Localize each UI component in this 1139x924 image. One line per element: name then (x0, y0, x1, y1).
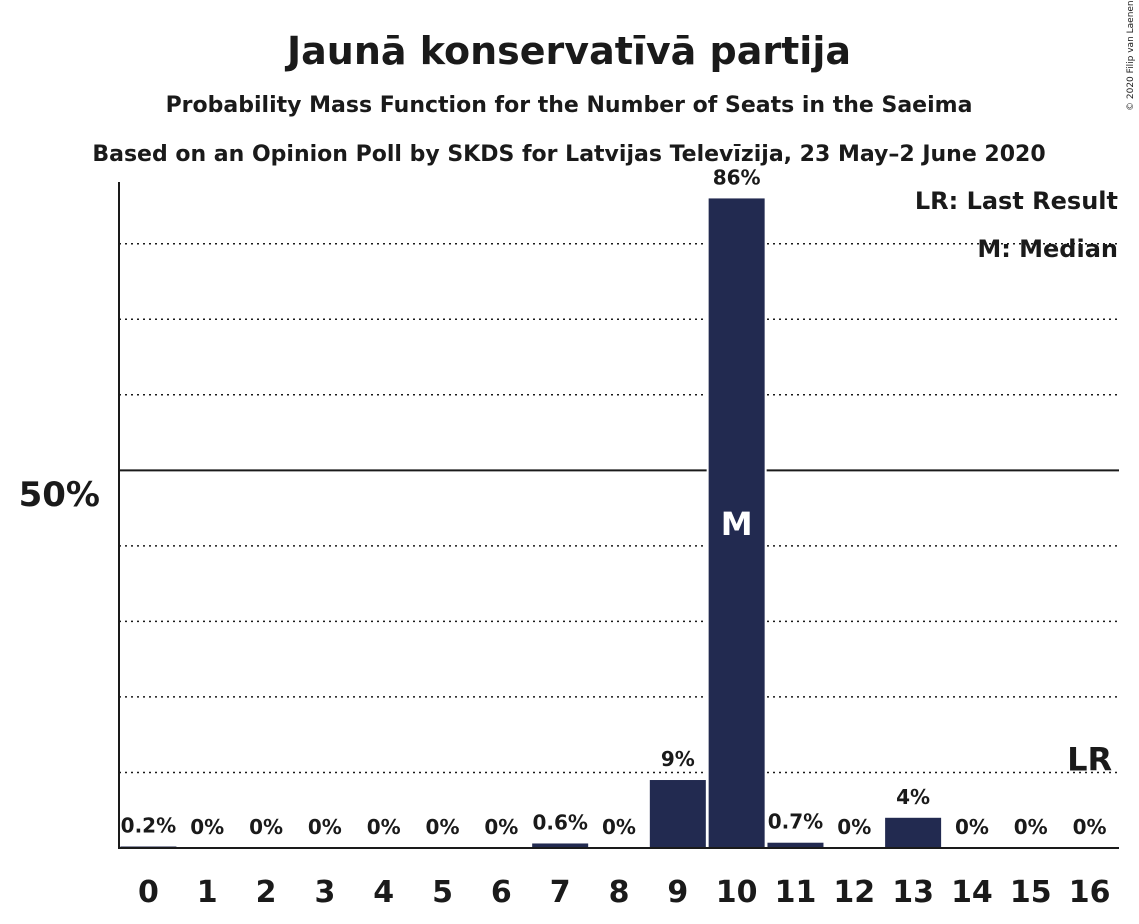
chart-source-line: Based on an Opinion Poll by SKDS for Lat… (92, 142, 1045, 167)
value-label-8: 0% (602, 815, 636, 839)
value-label-2: 0% (249, 815, 283, 839)
value-label-1: 0% (190, 815, 224, 839)
value-label-14: 0% (955, 815, 989, 839)
bars (120, 198, 942, 848)
bar-7 (532, 843, 589, 848)
value-label-3: 0% (308, 815, 342, 839)
legend-median: M: Median (977, 235, 1118, 263)
x-tick-4: 4 (373, 875, 394, 910)
x-tick-13: 13 (892, 875, 934, 910)
value-label-16: 0% (1073, 815, 1107, 839)
value-labels: 0.2% 0% 0% 0% 0% 0% 0% 0.6% 0% 9% 86% M 0.7% 0% 4% 0% 0%… (121, 165, 1112, 839)
x-tick-3: 3 (314, 875, 335, 910)
y-tick-label-50: 50% (19, 475, 100, 515)
bar-11 (767, 842, 824, 848)
x-tick-labels: 0 1 2 3 4 5 6 7 8 9 10 11 12 13 14 15 16 (138, 875, 1110, 910)
bar-9 (649, 780, 706, 848)
value-label-12: 0% (837, 815, 871, 839)
value-label-15: 0% (1014, 815, 1048, 839)
value-label-5: 0% (426, 815, 460, 839)
bar-13 (885, 817, 942, 848)
x-tick-11: 11 (775, 875, 817, 910)
value-label-4: 0% (367, 815, 401, 839)
gridlines (119, 242, 1119, 774)
x-tick-9: 9 (667, 875, 688, 910)
x-tick-0: 0 (138, 875, 159, 910)
bar-10 (708, 198, 765, 848)
x-tick-10: 10 (716, 875, 758, 910)
x-tick-6: 6 (491, 875, 512, 910)
chart-subtitle: Probability Mass Function for the Number… (166, 93, 973, 118)
value-label-7: 0.6% (532, 810, 587, 834)
value-label-13: 4% (896, 785, 930, 809)
x-tick-16: 16 (1069, 875, 1111, 910)
value-label-10: 86% (713, 165, 761, 189)
x-tick-12: 12 (833, 875, 875, 910)
x-tick-5: 5 (432, 875, 453, 910)
copyright-notice: © 2020 Filip van Laenen (1126, 0, 1136, 111)
x-tick-1: 1 (197, 875, 218, 910)
x-tick-14: 14 (951, 875, 993, 910)
value-label-9: 9% (661, 747, 695, 771)
legend-last-result: LR: Last Result (915, 187, 1118, 215)
x-tick-15: 15 (1010, 875, 1052, 910)
value-label-11: 0.7% (768, 810, 823, 834)
chart-title: Jaunā konservatīvā partija (284, 29, 851, 73)
value-label-6: 0% (484, 815, 518, 839)
x-tick-2: 2 (256, 875, 277, 910)
median-marker: M (721, 505, 753, 543)
x-tick-7: 7 (550, 875, 571, 910)
last-result-marker: LR (1067, 740, 1112, 778)
x-tick-8: 8 (609, 875, 630, 910)
value-label-0: 0.2% (121, 813, 176, 837)
